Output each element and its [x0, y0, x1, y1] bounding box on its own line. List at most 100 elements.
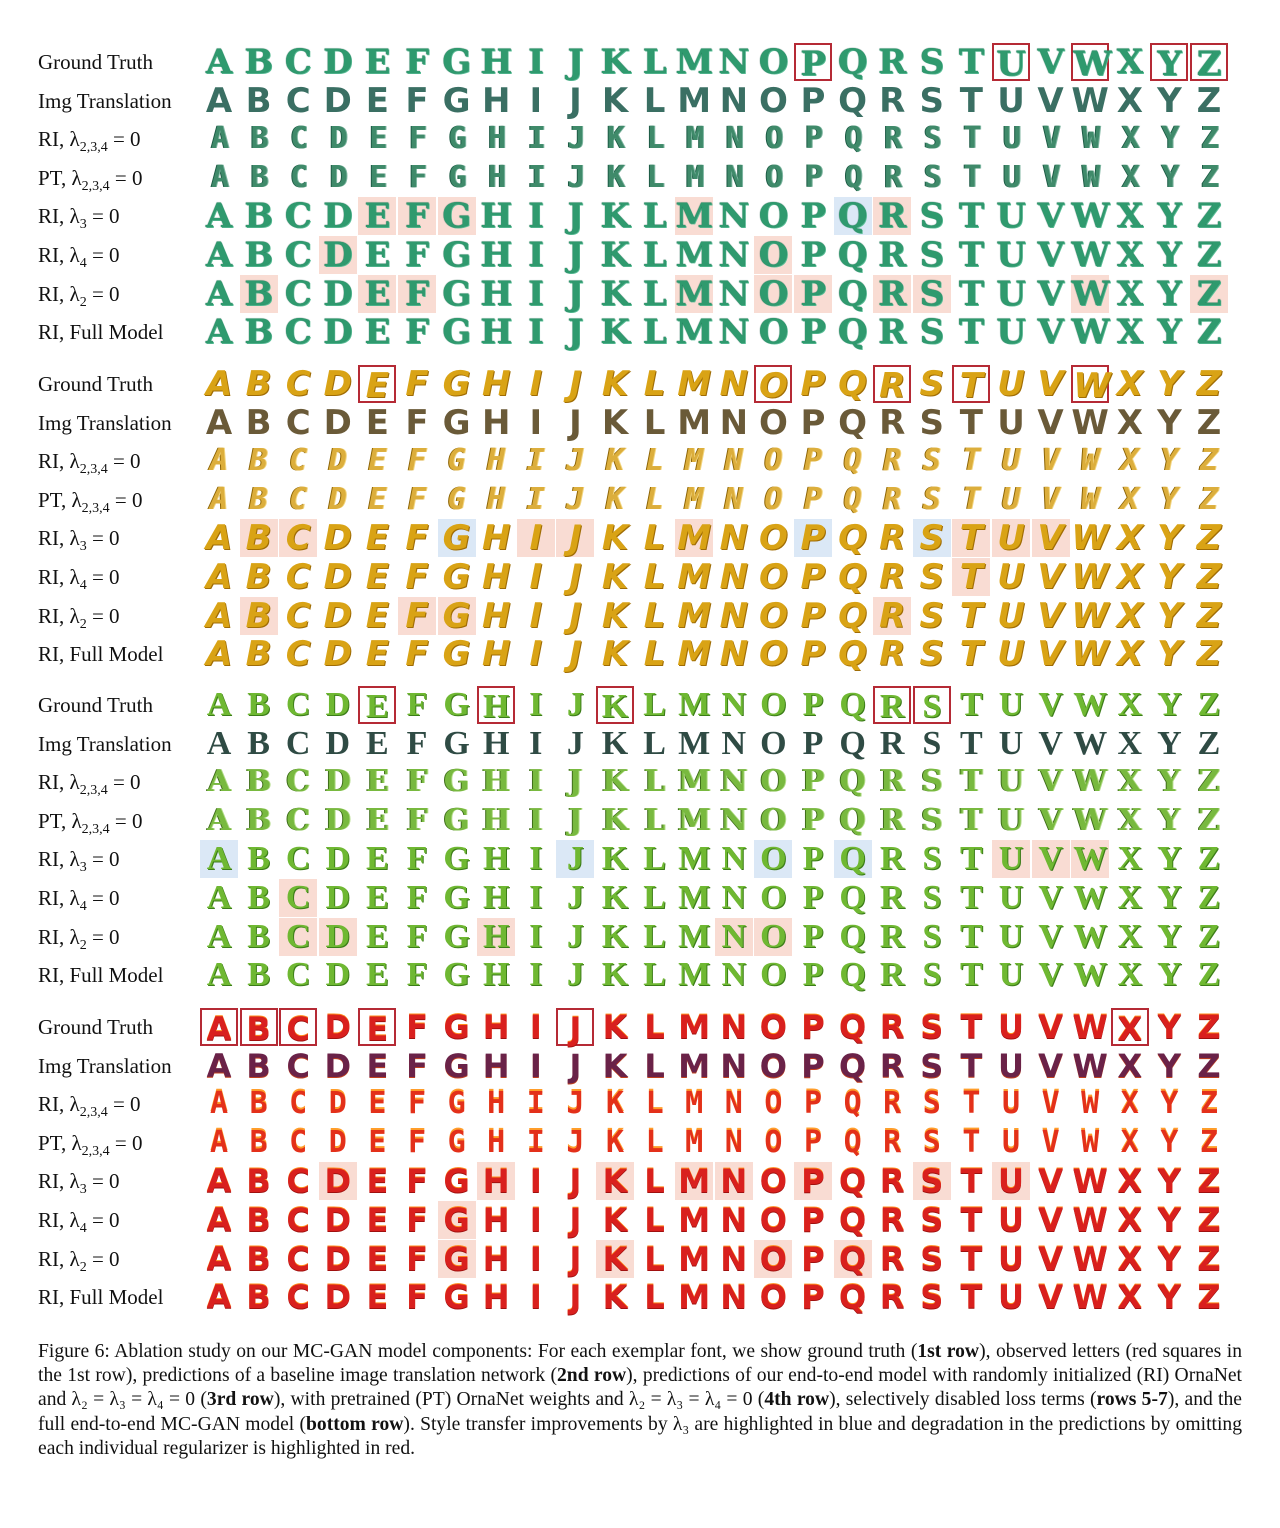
glyph-y: Y — [1157, 402, 1182, 443]
glyph-s: S — [919, 634, 945, 675]
glyph-j: J — [566, 879, 584, 916]
glyph-s: S — [923, 121, 942, 157]
glyph-t: T — [958, 42, 985, 82]
glyph-y: Y — [1160, 1086, 1179, 1122]
glyph-w: W — [1073, 917, 1108, 955]
glyph-g: G — [448, 159, 467, 195]
glyph-k: K — [602, 1008, 628, 1046]
font-row: Img Translation A B C D E F G H I J K L M N O P Q R S T U V W X Y… — [38, 82, 1238, 120]
glyph-w: W — [1082, 159, 1100, 195]
glyph-o: O — [760, 686, 787, 723]
glyph-k: K — [605, 443, 625, 479]
glyph-f: F — [406, 802, 428, 838]
glyph-a: A — [209, 443, 229, 479]
glyph-y: Y — [1157, 634, 1182, 675]
glyph-v: V — [1041, 1086, 1060, 1122]
glyph-w: W — [1072, 1201, 1108, 1239]
glyph-v: V — [1042, 159, 1061, 195]
glyph-j: J — [569, 1239, 582, 1278]
glyph-p: P — [801, 1201, 825, 1239]
glyph-x: X — [1120, 1124, 1139, 1160]
glyph-j: J — [556, 1008, 595, 1048]
glyph-r: R — [879, 1008, 905, 1046]
glyph-t: T — [962, 443, 981, 479]
glyph-t: T — [960, 802, 983, 838]
glyph-z: Z — [1197, 1239, 1221, 1278]
glyph-y: Y — [1157, 80, 1182, 121]
glyph-z: Z — [1196, 595, 1222, 636]
glyph-k: K — [601, 634, 629, 675]
glyph-d: D — [323, 634, 352, 675]
glyph-i: I — [527, 196, 544, 237]
glyph-u: U — [992, 519, 1030, 558]
glyph-l: L — [644, 764, 666, 800]
glyph-o: O — [760, 764, 787, 800]
glyph-n: N — [719, 402, 749, 443]
glyph-g: G — [443, 956, 470, 994]
glyph-m: M — [678, 686, 711, 723]
glyph-n: N — [714, 917, 753, 956]
glyph-y: Y — [1160, 481, 1179, 517]
glyph-x: X — [1117, 1201, 1143, 1239]
glyph-u: U — [998, 1046, 1024, 1085]
glyph-s: S — [919, 196, 945, 237]
glyph-b: B — [245, 402, 272, 443]
glyph-s: S — [919, 402, 945, 443]
glyph-b: B — [249, 1124, 268, 1160]
glyph-e: E — [358, 686, 397, 725]
glyph-m: M — [678, 840, 711, 878]
glyph-s: S — [923, 159, 942, 195]
glyph-k: K — [601, 80, 629, 121]
glyph-c: C — [286, 1201, 310, 1239]
glyph-t: T — [958, 273, 985, 314]
glyph-w: W — [1073, 956, 1108, 994]
glyph-d: D — [324, 802, 351, 838]
glyph-h: H — [482, 879, 510, 916]
glyph-i: I — [527, 121, 546, 157]
glyph-m: M — [685, 1124, 704, 1160]
glyph-u: U — [998, 1008, 1024, 1046]
row-label: RI, λ3 = 0 — [38, 204, 120, 233]
glyph-c: C — [285, 364, 311, 404]
glyph-c: C — [279, 917, 318, 956]
glyph-o: O — [760, 802, 787, 838]
glyph-d: D — [325, 724, 351, 762]
glyph-n: N — [720, 1008, 748, 1046]
glyph-w: W — [1081, 1124, 1100, 1160]
glyph-w: W — [1071, 634, 1109, 675]
glyph-v: V — [1037, 80, 1064, 121]
glyph-a: A — [200, 840, 238, 879]
glyph-e: E — [366, 1201, 389, 1239]
glyph-x: X — [1117, 917, 1143, 955]
glyph-u: U — [997, 402, 1025, 443]
glyph-t: T — [960, 917, 983, 955]
glyph-c: C — [286, 1162, 310, 1201]
glyph-m: M — [678, 1008, 711, 1046]
glyph-z: Z — [1196, 557, 1222, 597]
glyph-a: A — [206, 879, 232, 916]
glyph-r: R — [878, 235, 907, 275]
glyph-p: P — [801, 764, 825, 800]
glyph-r: R — [879, 518, 906, 559]
glyph-s: S — [919, 364, 945, 404]
glyph-r: R — [879, 1162, 905, 1201]
glyph-r: R — [873, 365, 912, 405]
glyph-x: X — [1117, 1278, 1143, 1317]
glyph-y: Y — [1157, 196, 1182, 237]
glyph-o: O — [764, 1124, 783, 1160]
glyph-b: B — [247, 686, 270, 723]
glyph-n: N — [718, 312, 750, 353]
glyph-h: H — [477, 686, 516, 725]
glyph-p: P — [800, 402, 826, 443]
glyph-x: X — [1116, 634, 1143, 675]
glyph-h: H — [482, 1201, 510, 1239]
glyph-r: R — [883, 443, 902, 479]
glyph-v: V — [1037, 42, 1064, 82]
glyph-p: P — [802, 879, 824, 916]
glyph-u: U — [1001, 443, 1021, 479]
row-label: Ground Truth — [38, 372, 153, 396]
glyph-w: W — [1073, 802, 1108, 838]
